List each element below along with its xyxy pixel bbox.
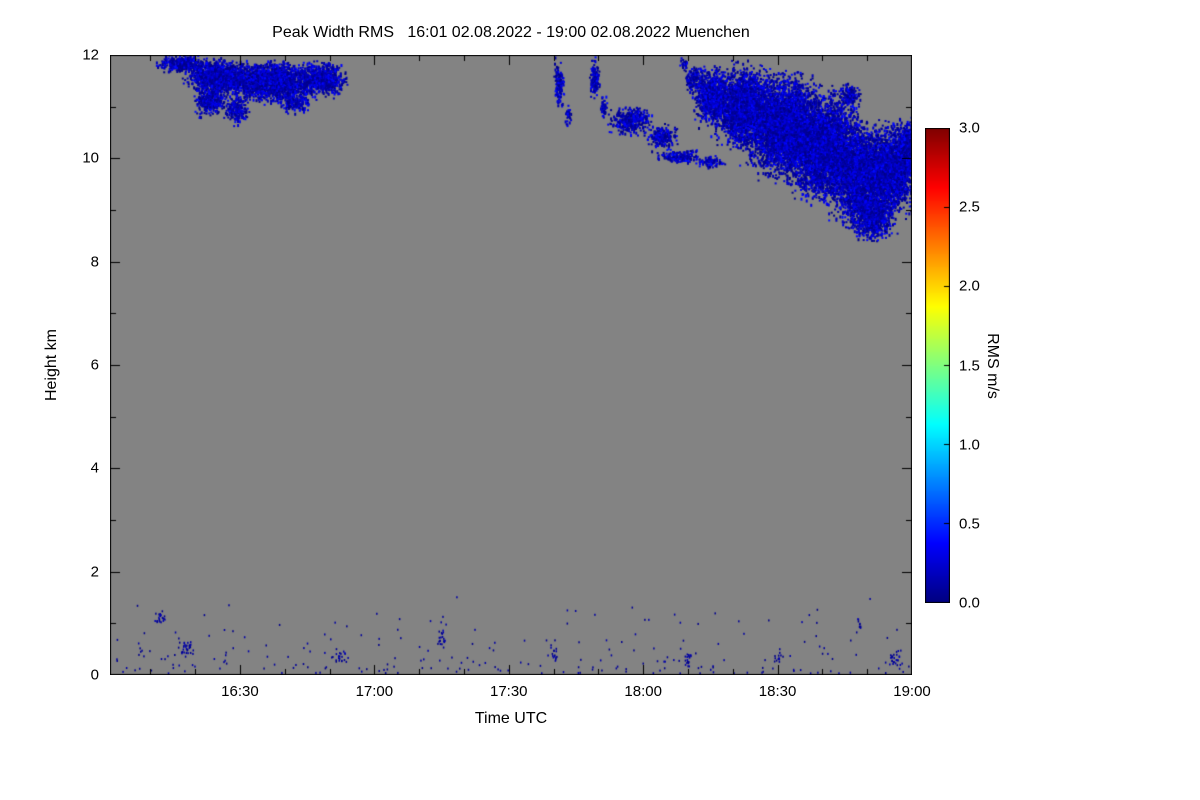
colorbar-tick-label: 2.5 [959,198,980,216]
y-tick-label: 2 [90,563,99,581]
y-tick-label: 8 [90,253,99,271]
colorbar-tick-label: 2.0 [959,277,980,295]
y-tick-label: 10 [82,149,99,167]
y-tick-label: 6 [90,356,99,374]
heatmap-plot-canvas [110,55,912,675]
colorbar-tick-label: 1.0 [959,436,980,454]
chart-title: Peak Width RMS 16:01 02.08.2022 - 19:00 … [272,24,750,41]
colorbar-title: RMS m/s [984,332,1001,399]
y-tick-label: 4 [90,459,99,477]
colorbar-tick-label: 0.0 [959,594,980,612]
colorbar-tick-label: 1.5 [959,357,980,374]
x-tick-label: 18:00 [624,683,662,700]
x-tick-label: 19:00 [893,683,931,700]
x-tick-label: 17:30 [489,683,528,700]
x-tick-label: 16:30 [221,683,259,700]
x-axis-title: Time UTC [474,710,548,727]
x-tick-label: 17:00 [355,683,394,700]
y-tick-label: 12 [82,46,99,64]
colorbar-canvas [925,128,950,603]
colorbar-tick-label: 3.0 [959,119,980,137]
colorbar-tick-label: 0.5 [959,515,980,533]
y-tick-label: 0 [90,666,99,684]
x-tick-label: 18:30 [758,683,797,700]
y-axis-title: Height km [43,328,60,402]
